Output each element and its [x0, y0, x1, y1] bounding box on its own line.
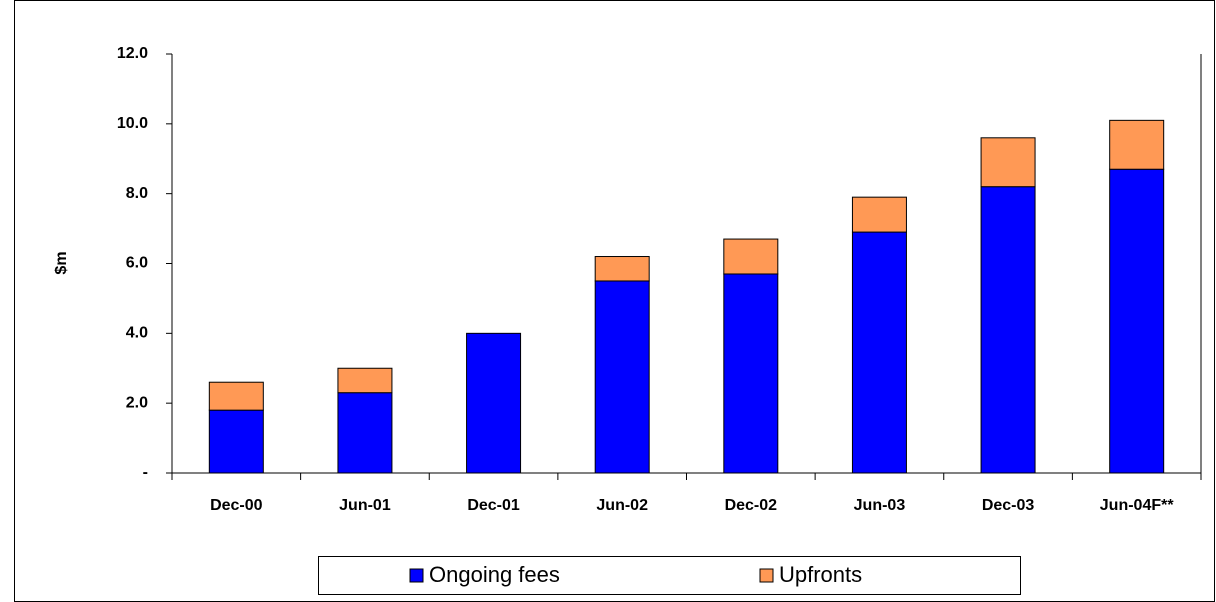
x-tick-label: Jun-03	[854, 497, 906, 514]
bar-segment	[466, 332, 522, 474]
bar-segment	[208, 409, 264, 474]
bar-segment	[980, 137, 1036, 188]
x-tick-label: Dec-01	[467, 497, 520, 514]
bar-segment	[851, 196, 907, 233]
y-tick-label: 8.0	[126, 185, 148, 202]
bar-segment	[337, 367, 393, 394]
x-tick-label: Dec-02	[725, 497, 778, 514]
bar-segment	[337, 392, 393, 474]
x-tick-label: Jun-02	[596, 497, 648, 514]
y-tick-label: -	[143, 464, 148, 481]
bar-segment	[723, 273, 779, 474]
bar-segment	[723, 238, 779, 275]
bar-segment	[1109, 119, 1165, 170]
y-tick-label: 12.0	[117, 45, 148, 62]
legend-swatch	[759, 568, 774, 583]
y-tick-label: 10.0	[117, 115, 148, 132]
x-tick-label: Dec-03	[982, 497, 1035, 514]
bar-segment	[851, 231, 907, 474]
x-tick-label: Jun-04F**	[1100, 497, 1175, 514]
bar-segment	[594, 256, 650, 282]
x-tick-label: Jun-01	[339, 497, 391, 514]
y-tick-label: 6.0	[126, 255, 148, 272]
legend-swatch	[409, 568, 424, 583]
x-tick-label: Dec-00	[210, 497, 263, 514]
bar-segment	[208, 381, 264, 411]
bar-segment	[594, 280, 650, 474]
y-tick-label: 2.0	[126, 394, 148, 411]
bar-segment	[1109, 168, 1165, 474]
bar-segment	[980, 186, 1036, 474]
y-axis-label: $m	[53, 251, 70, 274]
legend	[318, 556, 1021, 595]
legend-label: Ongoing fees	[429, 562, 560, 587]
y-tick-label: 4.0	[126, 325, 148, 342]
legend-label: Upfronts	[779, 562, 862, 587]
